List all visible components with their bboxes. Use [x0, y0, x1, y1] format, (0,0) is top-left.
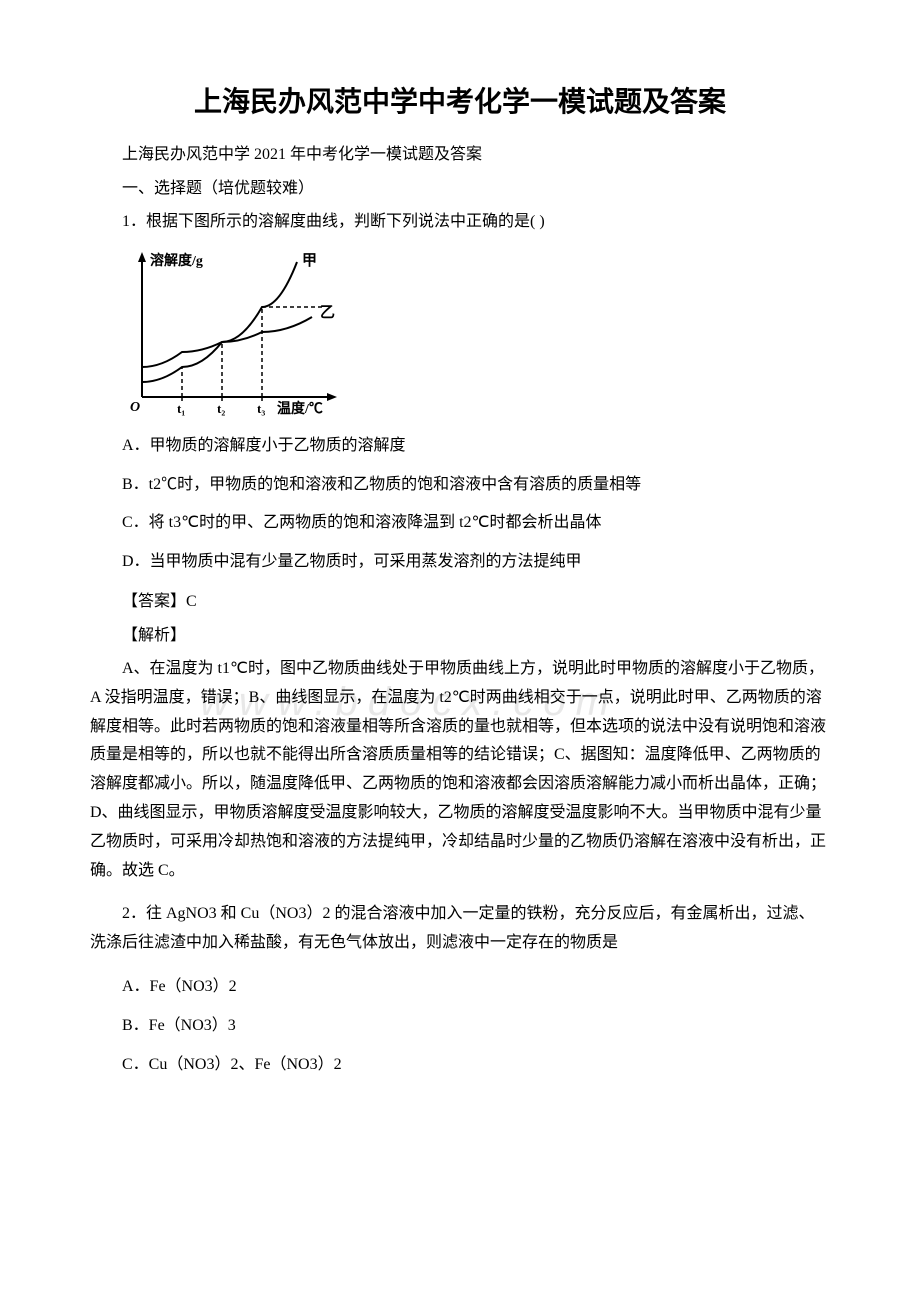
chart-svg: O 溶解度/g 温度/℃ t₁ t₂ t₃ 甲乙 — [122, 247, 352, 417]
svg-text:t₁: t₁ — [177, 401, 185, 416]
question-1-stem: 1．根据下图所示的溶解度曲线，判断下列说法中正确的是( ) — [90, 208, 830, 237]
question-1-answer: 【答案】C — [90, 587, 830, 611]
subtitle: 上海民办风范中学 2021 年中考化学一模试题及答案 — [90, 140, 830, 164]
svg-text:乙: 乙 — [320, 305, 335, 321]
question-1-option-d: D．当甲物质中混有少量乙物质时，可采用蒸发溶剂的方法提纯甲 — [90, 548, 830, 577]
page-title: 上海民办风范中学中考化学一模试题及答案 — [90, 80, 830, 120]
svg-text:溶解度/g: 溶解度/g — [150, 252, 203, 269]
question-1-option-c: C．将 t3℃时的甲、乙两物质的饱和溶液降温到 t2℃时都会析出晶体 — [90, 509, 830, 538]
question-2-option-a: A．Fe（NO3）2 — [90, 973, 830, 1002]
question-1-option-a: A．甲物质的溶解度小于乙物质的溶解度 — [90, 432, 830, 461]
svg-text:t₃: t₃ — [257, 401, 265, 416]
question-2-stem: 2．往 AgNO3 和 Cu（NO3）2 的混合溶液中加入一定量的铁粉，充分反应… — [90, 900, 830, 958]
question-1-option-b: B．t2℃时，甲物质的饱和溶液和乙物质的饱和溶液中含有溶质的质量相等 — [90, 471, 830, 500]
question-1-explanation: A、在温度为 t1℃时，图中乙物质曲线处于甲物质曲线上方，说明此时甲物质的溶解度… — [90, 655, 830, 885]
solubility-chart: O 溶解度/g 温度/℃ t₁ t₂ t₃ 甲乙 — [122, 247, 830, 422]
svg-text:O: O — [130, 400, 140, 415]
question-1-explanation-label: 【解析】 — [90, 621, 830, 645]
svg-text:甲: 甲 — [302, 252, 317, 269]
question-2-option-c: C．Cu（NO3）2、Fe（NO3）2 — [90, 1051, 830, 1080]
section-header: 一、选择题（培优题较难） — [90, 174, 830, 198]
question-2-option-b: B．Fe（NO3）3 — [90, 1012, 830, 1041]
svg-text:温度/℃: 温度/℃ — [277, 400, 323, 417]
svg-text:t₂: t₂ — [217, 401, 225, 416]
